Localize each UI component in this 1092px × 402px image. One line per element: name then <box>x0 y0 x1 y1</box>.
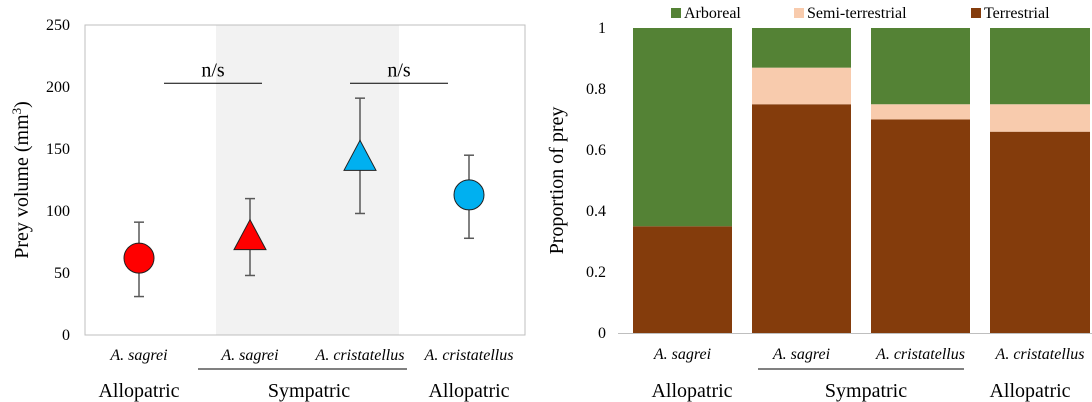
category-label: A. sagrei <box>109 347 167 364</box>
y-tick-labels: 0 0.2 0.4 0.6 0.8 1 <box>586 20 606 342</box>
bar-segment-arboreal <box>633 28 732 227</box>
bar-segment-semi-terrestrial <box>990 104 1090 132</box>
y-tick-label: 200 <box>46 79 70 96</box>
prey-proportion-chart: Arboreal Semi-terrestrial Terrestrial 0 0.2… <box>546 5 1092 402</box>
y-tick-label: 0 <box>598 325 606 342</box>
mean-marker-circle <box>123 242 155 274</box>
group-label: Allopatric <box>989 380 1070 402</box>
legend: Arboreal Semi-terrestrial Terrestrial <box>671 5 1050 22</box>
group-label: Allopatric <box>98 380 179 402</box>
category-label: A. cristatellus <box>424 347 514 364</box>
plot-frame <box>84 24 526 336</box>
category-labels: A. sagrei A. sagrei A. cristatellus A. cris… <box>109 347 513 364</box>
mean-marker-triangle <box>233 218 267 251</box>
mean-marker-circle <box>453 179 485 211</box>
legend-label: Terrestrial <box>984 5 1050 22</box>
y-tick-label: 150 <box>46 141 70 158</box>
legend-item-semi-terrestrial: Semi-terrestrial <box>794 5 907 22</box>
legend-swatch <box>971 8 981 18</box>
data-points <box>123 97 485 298</box>
stacked-bars <box>633 28 1090 333</box>
data-point-4 <box>453 154 485 240</box>
y-tick-label: 250 <box>46 17 70 34</box>
bar-segment-arboreal <box>752 28 851 68</box>
y-tick-label: 1 <box>598 20 606 37</box>
y-axis-label: Prey volume (mm3) <box>9 101 33 259</box>
bar-segment-semi-terrestrial <box>871 104 970 120</box>
bar-segment-arboreal <box>871 28 970 105</box>
group-label: Sympatric <box>825 380 907 402</box>
legend-label: Semi-terrestrial <box>807 5 907 22</box>
data-point-2 <box>233 197 267 277</box>
y-tick-label: 50 <box>54 265 70 282</box>
category-label: A. cristatellus <box>995 346 1085 363</box>
sympatric-shaded-region <box>216 25 399 335</box>
y-tick-label: 0.6 <box>586 142 606 159</box>
group-label: Sympatric <box>268 380 350 402</box>
significance-label: n/s <box>201 59 225 81</box>
category-label: A. sagrei <box>772 346 830 363</box>
group-labels: Allopatric Sympatric Allopatric <box>651 368 1071 402</box>
bar-segment-terrestrial <box>752 104 851 333</box>
group-labels: Allopatric Sympatric Allopatric <box>98 368 510 402</box>
legend-item-arboreal: Arboreal <box>671 5 741 22</box>
y-axis-label: Proportion of prey <box>546 107 568 255</box>
legend-label: Arboreal <box>684 5 741 22</box>
data-point-1 <box>123 221 155 298</box>
legend-swatch <box>794 8 804 18</box>
y-axis-label-main: Prey volume (mm <box>11 114 33 259</box>
y-tick-label: 0 <box>62 327 70 344</box>
y-axis-label-close: ) <box>11 101 33 108</box>
category-label: A. sagrei <box>653 346 711 363</box>
legend-swatch <box>671 8 681 18</box>
y-tick-labels: 0 50 100 150 200 250 <box>46 17 70 344</box>
bar-segment-terrestrial <box>990 131 1090 333</box>
category-labels: A. sagrei A. sagrei A. cristatellus A. cris… <box>653 346 1085 363</box>
bar-segment-arboreal <box>990 28 1090 105</box>
significance-label: n/s <box>387 59 411 81</box>
stacked-bar-1 <box>633 28 732 333</box>
y-tick-label: 100 <box>46 203 70 220</box>
mean-marker-triangle <box>343 139 377 171</box>
stacked-bar-3 <box>871 28 970 333</box>
y-tick-label: 0.4 <box>586 203 606 220</box>
category-label: A. sagrei <box>220 347 278 364</box>
bar-segment-terrestrial <box>871 119 970 333</box>
stacked-bar-4 <box>990 28 1090 333</box>
bar-segment-terrestrial <box>633 226 732 333</box>
bar-segment-semi-terrestrial <box>752 67 851 105</box>
group-label: Allopatric <box>428 380 509 402</box>
y-tick-label: 0.2 <box>586 264 606 281</box>
legend-item-terrestrial: Terrestrial <box>971 5 1050 22</box>
data-point-3 <box>343 97 377 215</box>
category-label: A. cristatellus <box>315 347 405 364</box>
y-tick-label: 0.8 <box>586 81 606 98</box>
group-label: Allopatric <box>651 380 732 402</box>
category-label: A. cristatellus <box>875 346 965 363</box>
y-axis-label-sup: 3 <box>9 108 24 115</box>
significance-annotations: n/s n/s <box>164 59 448 84</box>
stacked-bar-2 <box>752 28 851 333</box>
